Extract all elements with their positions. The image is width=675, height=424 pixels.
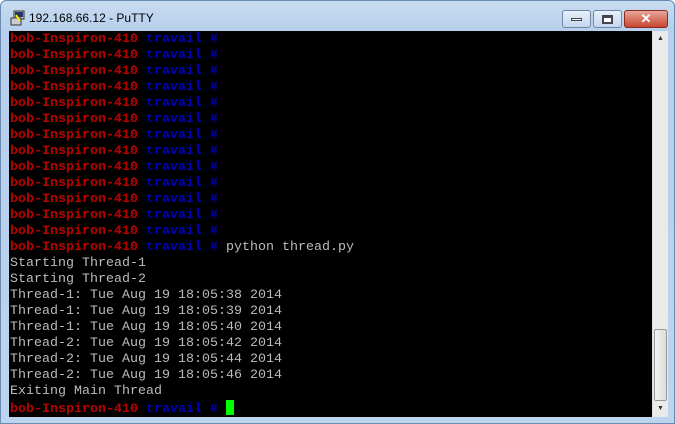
prompt-dir: travail (145, 144, 202, 159)
terminal-line: bob-Inspiron-410 travail # (10, 128, 652, 144)
terminal-line: Starting Thread-2 (10, 272, 652, 288)
output-text: Thread-1: Tue Aug 19 18:05:38 2014 (10, 288, 282, 303)
prompt-dir: travail (145, 32, 202, 47)
prompt-host: bob-Inspiron-410 (10, 176, 138, 191)
prompt-dir: travail (145, 176, 202, 191)
terminal-line: bob-Inspiron-410 travail # (10, 32, 652, 48)
terminal-line: Thread-1: Tue Aug 19 18:05:38 2014 (10, 288, 652, 304)
terminal-line: bob-Inspiron-410 travail # (10, 160, 652, 176)
prompt-symbol: # (209, 128, 218, 143)
prompt-dir: travail (145, 160, 202, 175)
terminal-line: bob-Inspiron-410 travail # (10, 96, 652, 112)
prompt-dir: travail (145, 64, 202, 79)
terminal-line: Exiting Main Thread (10, 384, 652, 400)
output-text: Thread-1: Tue Aug 19 18:05:39 2014 (10, 304, 282, 319)
minimize-button[interactable] (562, 10, 591, 28)
prompt-symbol: # (209, 96, 218, 111)
terminal-line: Thread-2: Tue Aug 19 18:05:44 2014 (10, 352, 652, 368)
prompt-symbol: # (209, 32, 218, 47)
prompt-symbol: # (209, 80, 218, 95)
terminal-line: bob-Inspiron-410 travail # python thread… (10, 240, 652, 256)
terminal-line: bob-Inspiron-410 travail # (10, 400, 652, 417)
prompt-host: bob-Inspiron-410 (10, 240, 138, 255)
terminal-line: Thread-1: Tue Aug 19 18:05:39 2014 (10, 304, 652, 320)
prompt-host: bob-Inspiron-410 (10, 112, 138, 127)
terminal-line: bob-Inspiron-410 travail # (10, 64, 652, 80)
prompt-dir: travail (145, 402, 202, 417)
prompt-symbol: # (209, 240, 218, 255)
prompt-dir: travail (145, 48, 202, 63)
close-button[interactable]: ✕ (624, 10, 668, 28)
prompt-dir: travail (145, 208, 202, 223)
scroll-down-arrow-icon[interactable]: ▼ (657, 405, 664, 412)
prompt-symbol: # (209, 64, 218, 79)
terminal-line: bob-Inspiron-410 travail # (10, 208, 652, 224)
prompt-host: bob-Inspiron-410 (10, 80, 138, 95)
prompt-symbol: # (209, 224, 218, 239)
terminal-line: bob-Inspiron-410 travail # (10, 176, 652, 192)
prompt-dir: travail (145, 80, 202, 95)
prompt-dir: travail (145, 240, 202, 255)
output-text: Thread-1: Tue Aug 19 18:05:40 2014 (10, 320, 282, 335)
output-text: Exiting Main Thread (10, 384, 162, 399)
prompt-host: bob-Inspiron-410 (10, 160, 138, 175)
prompt-symbol: # (209, 402, 218, 417)
prompt-dir: travail (145, 192, 202, 207)
prompt-symbol: # (209, 144, 218, 159)
terminal-line: bob-Inspiron-410 travail # (10, 112, 652, 128)
prompt-symbol: # (209, 192, 218, 207)
terminal-line: bob-Inspiron-410 travail # (10, 48, 652, 64)
terminal-output[interactable]: bob-Inspiron-410 travail # bob-Inspiron-… (9, 31, 652, 417)
minimize-icon (571, 17, 582, 21)
terminal-line: bob-Inspiron-410 travail # (10, 224, 652, 240)
prompt-host: bob-Inspiron-410 (10, 32, 138, 47)
terminal-line: Starting Thread-1 (10, 256, 652, 272)
maximize-button[interactable] (593, 10, 622, 28)
terminal-line: bob-Inspiron-410 travail # (10, 80, 652, 96)
prompt-host: bob-Inspiron-410 (10, 402, 138, 417)
prompt-host: bob-Inspiron-410 (10, 64, 138, 79)
scrollbar-thumb[interactable] (654, 329, 667, 401)
terminal-line: bob-Inspiron-410 travail # (10, 192, 652, 208)
prompt-host: bob-Inspiron-410 (10, 208, 138, 223)
prompt-dir: travail (145, 128, 202, 143)
prompt-symbol: # (209, 160, 218, 175)
prompt-host: bob-Inspiron-410 (10, 128, 138, 143)
prompt-host: bob-Inspiron-410 (10, 96, 138, 111)
terminal-line: Thread-2: Tue Aug 19 18:05:42 2014 (10, 336, 652, 352)
terminal-line: Thread-1: Tue Aug 19 18:05:40 2014 (10, 320, 652, 336)
terminal-cursor (225, 400, 234, 415)
prompt-symbol: # (209, 48, 218, 63)
output-text: Thread-2: Tue Aug 19 18:05:46 2014 (10, 368, 282, 383)
terminal-line: bob-Inspiron-410 travail # (10, 144, 652, 160)
terminal-line: Thread-2: Tue Aug 19 18:05:46 2014 (10, 368, 652, 384)
prompt-dir: travail (145, 224, 202, 239)
prompt-symbol: # (209, 208, 218, 223)
output-text: Starting Thread-1 (10, 256, 146, 271)
prompt-symbol: # (209, 112, 218, 127)
prompt-host: bob-Inspiron-410 (10, 144, 138, 159)
output-text: Thread-2: Tue Aug 19 18:05:42 2014 (10, 336, 282, 351)
maximize-icon (602, 14, 613, 24)
putty-icon (10, 10, 25, 26)
scroll-up-arrow-icon[interactable]: ▲ (657, 35, 664, 42)
prompt-dir: travail (145, 112, 202, 127)
output-text: Starting Thread-2 (10, 272, 146, 287)
prompt-host: bob-Inspiron-410 (10, 192, 138, 207)
prompt-dir: travail (145, 96, 202, 111)
prompt-host: bob-Inspiron-410 (10, 224, 138, 239)
window-title: 192.168.66.12 - PuTTY (29, 11, 154, 25)
prompt-host: bob-Inspiron-410 (10, 48, 138, 63)
command-text: python thread.py (225, 240, 354, 255)
vertical-scrollbar[interactable]: ▲ ▼ (652, 31, 668, 417)
output-text: Thread-2: Tue Aug 19 18:05:44 2014 (10, 352, 282, 367)
close-icon: ✕ (640, 11, 652, 26)
prompt-symbol: # (209, 176, 218, 191)
